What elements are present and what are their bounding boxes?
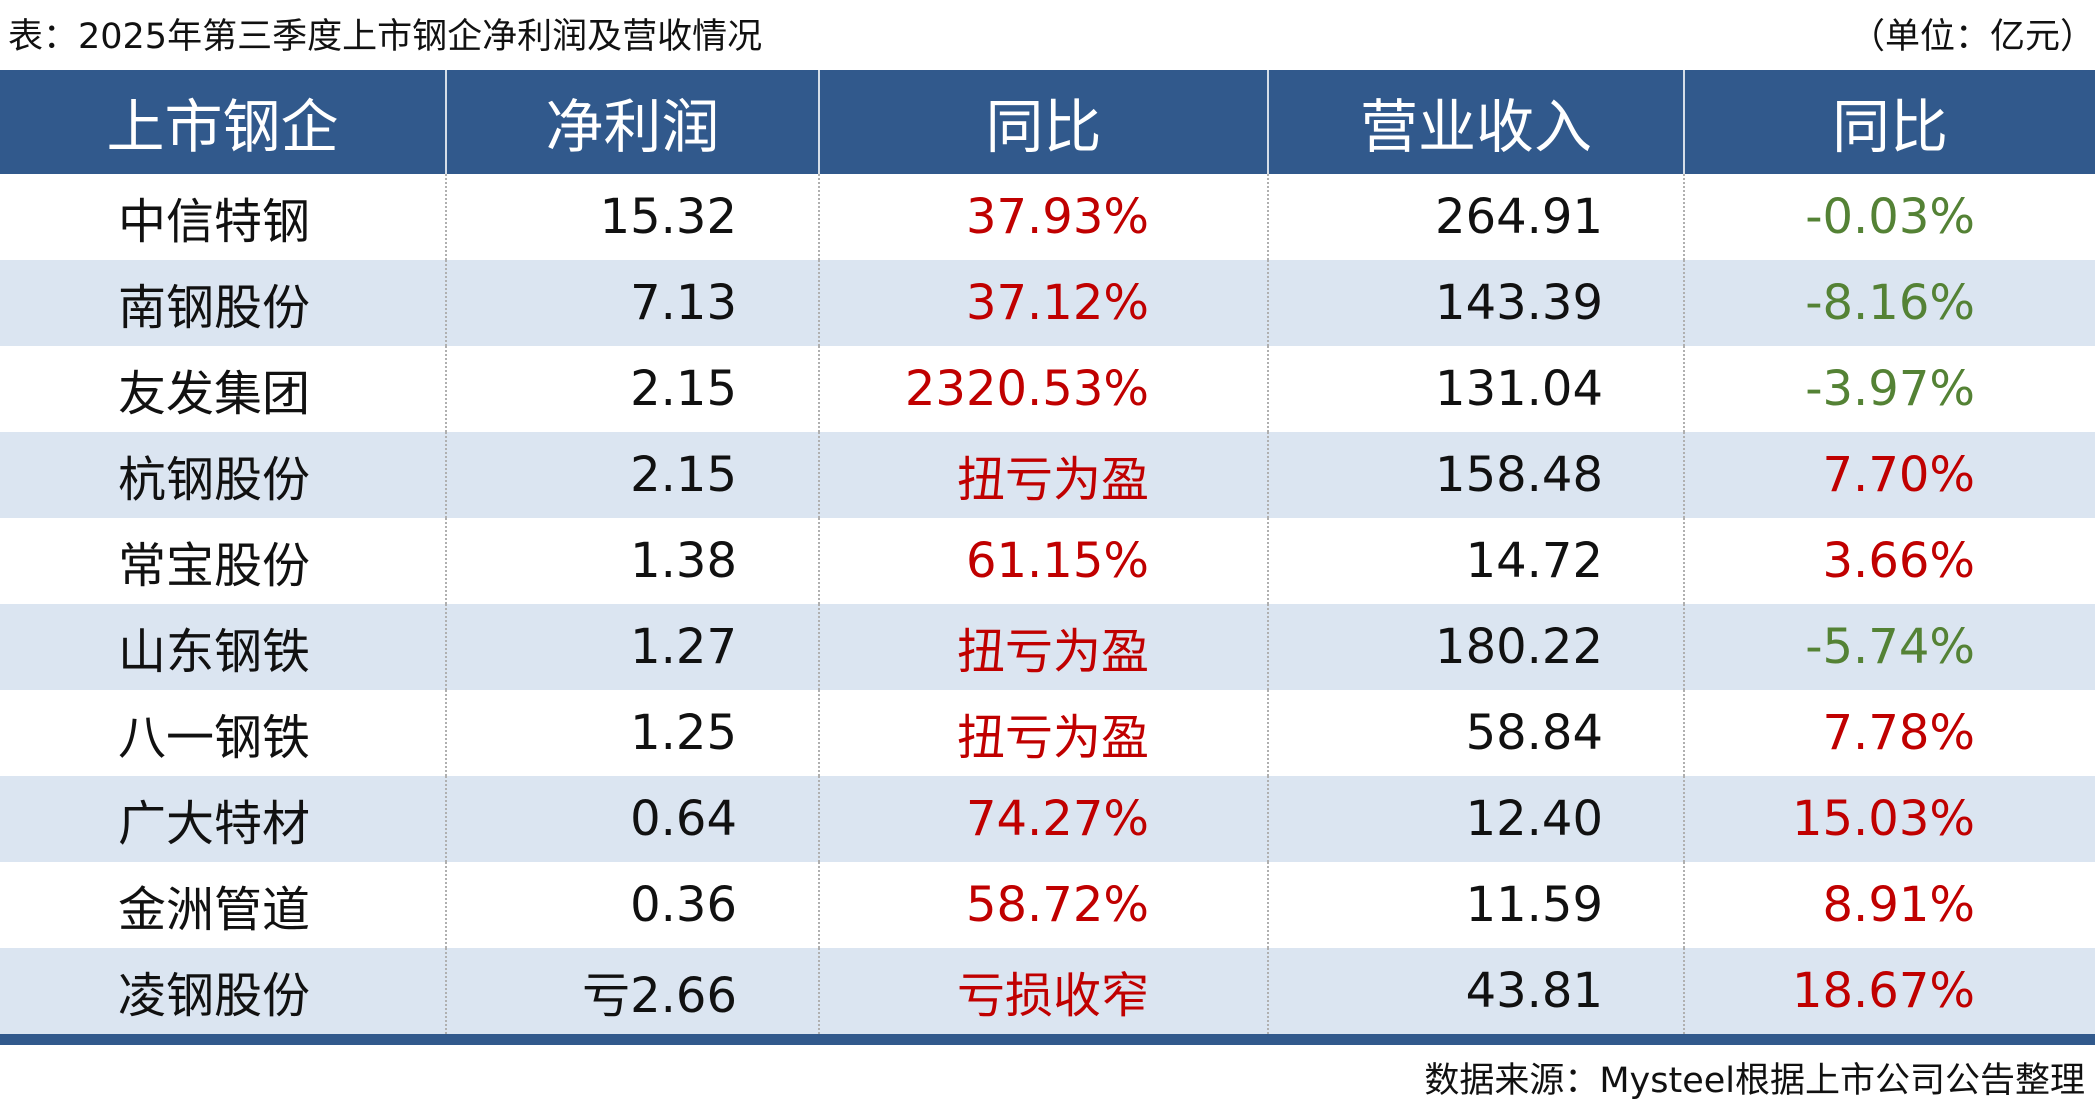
table-row: 中信特钢 15.32 37.93% 264.91 -0.03% [0,174,2095,260]
table-cell: 131.04 [1267,346,1683,432]
table-cell: 74.27% [818,776,1267,862]
table-cell: 15.03% [1683,776,2095,862]
table-cell: 扭亏为盈 [818,690,1267,776]
table-cell: 2.15 [445,432,818,518]
table-row: 南钢股份 7.13 37.12% 143.39 -8.16% [0,260,2095,346]
table-cell: 扭亏为盈 [818,432,1267,518]
table-cell: 7.78% [1683,690,2095,776]
table-cell: 扭亏为盈 [818,604,1267,690]
table-cell: 58.84 [1267,690,1683,776]
table-cell: 264.91 [1267,174,1683,260]
table-cell: 143.39 [1267,260,1683,346]
table-cell: 43.81 [1267,948,1683,1034]
table-cell: 18.67% [1683,948,2095,1034]
table-cell: 八一钢铁 [118,710,311,766]
table-cell: 37.12% [818,260,1267,346]
table-cell: 14.72 [1267,518,1683,604]
header-cell: 上市钢企 [106,93,339,161]
table-cell: 0.36 [445,862,818,948]
table-cell: -0.03% [1683,174,2095,260]
header-cell: 同比 [1683,70,2095,174]
header-cell: 净利润 [445,70,818,174]
table-cell: 广大特材 [118,796,311,852]
bottom-rule [0,1034,2095,1045]
table-cell: 158.48 [1267,432,1683,518]
table-row: 金洲管道 0.36 58.72% 11.59 8.91% [0,862,2095,948]
table-cell: 58.72% [818,862,1267,948]
table-cell: 常宝股份 [118,538,311,594]
header-row: 上市钢企 净利润 同比 营业收入 同比 [0,70,2095,174]
header-cell: 营业收入 [1267,70,1683,174]
table-cell: -8.16% [1683,260,2095,346]
table-cell: 7.13 [445,260,818,346]
table-cell: 金洲管道 [118,882,311,938]
table-cell: 南钢股份 [118,280,311,336]
table-cell: 180.22 [1267,604,1683,690]
table-cell: 8.91% [1683,862,2095,948]
table-cell: 3.66% [1683,518,2095,604]
table-row: 友发集团 2.15 2320.53% 131.04 -3.97% [0,346,2095,432]
table-cell: 15.32 [445,174,818,260]
table-cell: -3.97% [1683,346,2095,432]
table-cell: 1.25 [445,690,818,776]
table-cell: 2320.53% [818,346,1267,432]
table-cell: 37.93% [818,174,1267,260]
header-cell: 同比 [818,70,1267,174]
table-row: 广大特材 0.64 74.27% 12.40 15.03% [0,776,2095,862]
table-cell: 1.27 [445,604,818,690]
table-title: 表：2025年第三季度上市钢企净利润及营收情况 [8,17,763,57]
table-cell: 中信特钢 [118,194,311,250]
table-cell: 山东钢铁 [118,624,311,680]
table-row: 凌钢股份 亏2.66 亏损收窄 43.81 18.67% [0,948,2095,1034]
table-cell: 1.38 [445,518,818,604]
table-cell: 12.40 [1267,776,1683,862]
table-cell: 友发集团 [118,366,311,422]
table-row: 杭钢股份 2.15 扭亏为盈 158.48 7.70% [0,432,2095,518]
table-cell: 杭钢股份 [118,452,311,508]
table-cell: 亏损收窄 [818,948,1267,1034]
table-row: 常宝股份 1.38 61.15% 14.72 3.66% [0,518,2095,604]
table-cell: 7.70% [1683,432,2095,518]
table-cell: 凌钢股份 [118,968,311,1024]
table-cell: 亏2.66 [445,948,818,1034]
table-cell: -5.74% [1683,604,2095,690]
table-row: 八一钢铁 1.25 扭亏为盈 58.84 7.78% [0,690,2095,776]
table-row: 山东钢铁 1.27 扭亏为盈 180.22 -5.74% [0,604,2095,690]
table-cell: 2.15 [445,346,818,432]
source-note: 数据来源：Mysteel根据上市公司公告整理 [1424,1061,2085,1101]
table-cell: 0.64 [445,776,818,862]
table-cell: 11.59 [1267,862,1683,948]
table-cell: 61.15% [818,518,1267,604]
unit-note: （单位：亿元） [1849,17,2095,57]
